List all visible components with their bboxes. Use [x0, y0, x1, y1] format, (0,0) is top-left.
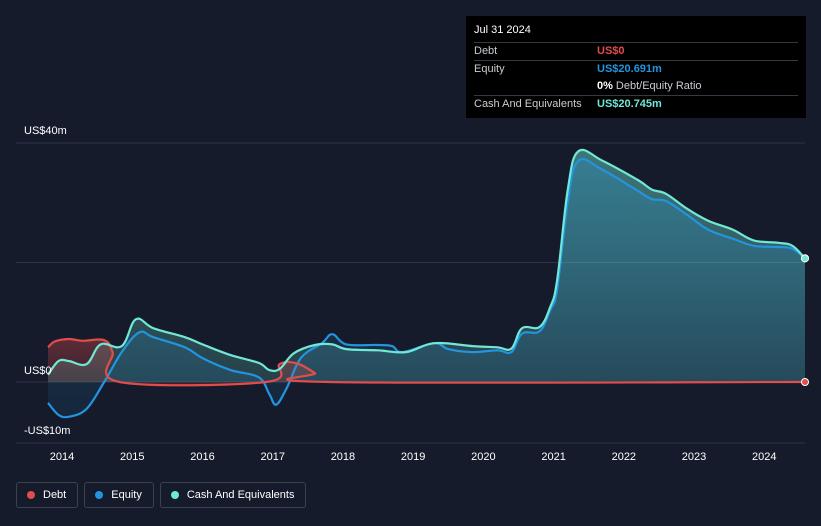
x-tick-label: 2016 — [190, 451, 214, 463]
tooltip-debt-value: US$0 — [597, 45, 625, 57]
legend-cash-label: Cash And Equivalents — [186, 489, 295, 501]
cash-dot-icon — [170, 491, 179, 499]
cash-end-marker — [801, 254, 809, 263]
debt-line — [47, 337, 806, 387]
x-tick-label: 2017 — [260, 451, 284, 463]
tooltip-cash-label: Cash And Equivalents — [474, 98, 582, 110]
legend-item-debt[interactable]: Debt — [16, 482, 79, 508]
x-tick-label: 2018 — [331, 451, 355, 463]
chart-legend: Debt Equity Cash And Equivalents — [16, 482, 307, 508]
x-tick-label: 2023 — [682, 451, 706, 463]
tooltip-ratio-row: 0% Debt/Equity Ratio — [474, 78, 798, 95]
equity-area — [48, 159, 805, 418]
tooltip-ratio-label: Debt/Equity Ratio — [615, 80, 702, 92]
x-tick-label: 2019 — [401, 451, 425, 463]
tooltip-equity-label: Equity — [474, 63, 505, 75]
tooltip-equity-row: Equity US$20.691m — [474, 60, 798, 78]
x-tick-label: 2015 — [120, 451, 144, 463]
equity-dot-icon — [95, 491, 104, 499]
y-tick-label: US$0 — [24, 365, 52, 377]
chart-areas — [48, 149, 805, 418]
y-tick-label: US$40m — [24, 125, 67, 137]
chart-lines — [47, 148, 806, 419]
tooltip-debt-row: Debt US$0 — [474, 42, 798, 60]
tooltip-cash-value: US$20.745m — [597, 98, 662, 110]
x-tick-label: 2024 — [752, 451, 776, 463]
chart-tooltip: Jul 31 2024 Debt US$0 Equity US$20.691m … — [466, 16, 806, 118]
y-axis-labels: US$40m US$0 -US$10m — [24, 125, 70, 437]
debt-dot-icon — [27, 491, 35, 499]
tooltip-date: Jul 31 2024 — [474, 24, 531, 36]
cash-line — [47, 148, 806, 376]
x-tick-label: 2014 — [50, 451, 74, 463]
debt-end-marker — [801, 378, 809, 386]
legend-equity-label: Equity — [111, 489, 142, 501]
legend-item-equity[interactable]: Equity — [84, 482, 154, 508]
tooltip-ratio-value: 0% — [597, 80, 613, 92]
legend-debt-label: Debt — [43, 489, 67, 501]
tooltip-equity-value: US$20.691m — [597, 63, 662, 75]
x-axis-labels: 2014 2015 2016 2017 2018 2019 2020 2021 2022 2023… — [50, 451, 777, 463]
y-tick-label: -US$10m — [24, 425, 70, 437]
x-tick-label: 2021 — [541, 451, 565, 463]
legend-item-cash[interactable]: Cash And Equivalents — [159, 482, 307, 508]
x-tick-label: 2020 — [471, 451, 495, 463]
tooltip-cash-row: Cash And Equivalents US$20.745m — [474, 95, 798, 113]
chart-end-markers — [801, 254, 809, 386]
x-tick-label: 2022 — [612, 451, 636, 463]
tooltip-debt-label: Debt — [474, 45, 498, 57]
